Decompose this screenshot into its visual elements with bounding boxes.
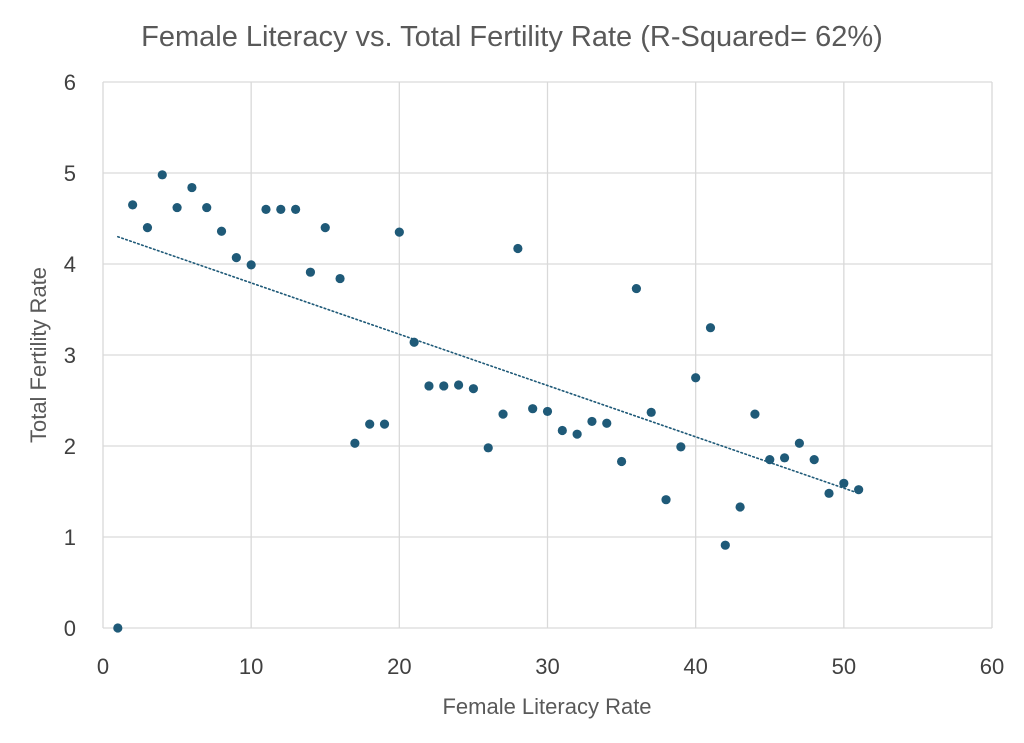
y-tick-label: 2 <box>64 434 76 459</box>
y-tick-label: 5 <box>64 161 76 186</box>
data-point <box>320 223 330 233</box>
data-point <box>794 438 804 448</box>
data-point <box>394 227 404 237</box>
y-axis-ticks: 0 1 2 3 4 5 6 <box>64 70 76 641</box>
y-tick-label: 0 <box>64 616 76 641</box>
data-point <box>335 273 345 284</box>
x-axis-title: Female Literacy Rate <box>442 694 651 719</box>
data-point <box>587 416 597 427</box>
x-tick-label: 50 <box>832 654 856 679</box>
data-point <box>157 170 167 180</box>
data-point <box>528 404 538 414</box>
data-point <box>202 202 212 213</box>
data-point <box>750 409 760 419</box>
data-point <box>276 204 286 214</box>
data-point <box>142 223 153 233</box>
data-point <box>498 409 508 419</box>
trendline-layer <box>117 235 860 495</box>
y-tick-label: 1 <box>64 525 76 550</box>
data-point <box>172 202 182 213</box>
data-point <box>291 204 301 214</box>
data-point <box>246 260 256 270</box>
data-point <box>631 283 642 294</box>
data-points <box>113 170 864 633</box>
data-point <box>454 380 464 390</box>
x-tick-label: 0 <box>97 654 109 679</box>
data-point <box>854 485 864 495</box>
y-tick-label: 6 <box>64 70 76 95</box>
data-point <box>557 425 567 436</box>
x-tick-label: 10 <box>239 654 263 679</box>
data-point <box>305 267 316 277</box>
x-tick-label: 30 <box>535 654 559 679</box>
data-point <box>424 381 434 391</box>
data-point <box>765 455 775 465</box>
data-point <box>128 200 138 210</box>
data-point <box>350 438 360 448</box>
y-axis-title: Total Fertility Rate <box>26 267 51 443</box>
data-point <box>231 253 241 263</box>
data-point <box>705 323 716 333</box>
data-point <box>513 243 523 254</box>
x-tick-label: 40 <box>683 654 707 679</box>
data-point <box>187 182 197 193</box>
data-point <box>113 623 123 633</box>
data-point <box>676 442 686 452</box>
data-point <box>809 455 819 465</box>
data-point <box>691 373 701 383</box>
trendline <box>117 235 860 495</box>
data-point <box>216 226 227 236</box>
data-point <box>542 406 553 417</box>
x-axis-ticks: 0 10 20 30 40 50 60 <box>97 654 1004 679</box>
data-point <box>779 453 790 463</box>
data-point <box>365 419 375 429</box>
data-point <box>602 418 612 428</box>
y-tick-label: 4 <box>64 252 76 277</box>
data-point <box>661 495 671 505</box>
data-point <box>572 429 582 439</box>
data-point <box>379 419 390 429</box>
data-point <box>439 381 449 391</box>
data-point <box>839 478 849 488</box>
x-tick-label: 20 <box>387 654 411 679</box>
x-tick-label: 60 <box>980 654 1004 679</box>
data-point <box>646 407 656 417</box>
data-point <box>468 384 479 394</box>
gridlines <box>102 81 993 629</box>
data-point <box>720 540 730 550</box>
data-point <box>483 443 493 453</box>
data-point <box>824 488 834 498</box>
y-tick-label: 3 <box>64 343 76 368</box>
data-point <box>616 456 627 467</box>
data-point <box>261 204 271 214</box>
chart-title: Female Literacy vs. Total Fertility Rate… <box>141 21 883 53</box>
data-point <box>409 337 419 347</box>
data-point <box>735 502 745 512</box>
